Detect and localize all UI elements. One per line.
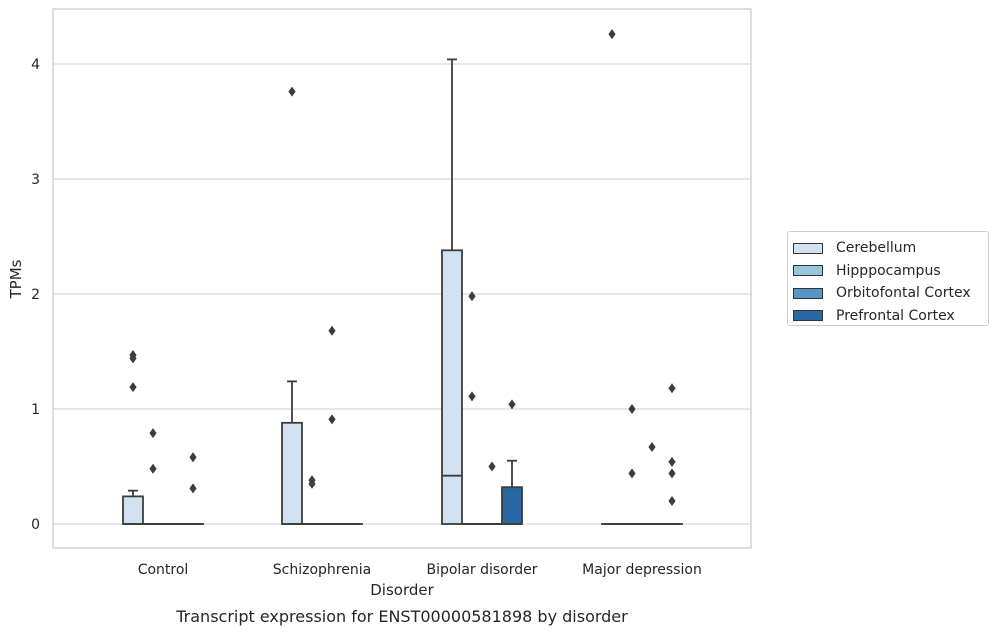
y-tick-label: 3 (31, 172, 40, 188)
x-tick-label: Major depression (582, 562, 702, 578)
y-tick-label: 1 (31, 402, 40, 418)
box (441, 249, 463, 525)
chart-title: Transcript expression for ENST0000058189… (175, 607, 628, 626)
x-tick-label: Schizophrenia (273, 562, 371, 578)
y-tick-label: 2 (31, 287, 40, 303)
outlier-point (308, 478, 316, 489)
legend-swatch-hippocampus (793, 265, 823, 277)
outlier-point (668, 383, 676, 394)
outlier-point (129, 382, 137, 393)
legend: Cerebellum Hipppocampus Orbitofontal Cor… (787, 231, 989, 326)
box (501, 486, 523, 525)
x-tick-label: Bipolar disorder (426, 562, 537, 578)
y-tick-label: 0 (31, 517, 40, 533)
outlier-point (508, 399, 516, 410)
outlier-point (328, 325, 336, 336)
outlier-point (628, 468, 636, 479)
outlier-point (668, 496, 676, 506)
plot-frame (52, 8, 752, 549)
legend-label: Prefrontal Cortex (836, 307, 955, 324)
legend-label: Orbitofontal Cortex (836, 285, 971, 302)
legend-swatch-orbitofrontal (793, 287, 823, 299)
y-axis-label: TPMs (7, 259, 25, 299)
outlier-point (468, 291, 476, 302)
x-tick-label: Control (138, 562, 189, 578)
outlier-point (608, 29, 616, 40)
legend-label: Hipppocampus (836, 262, 941, 279)
outlier-point (668, 468, 676, 479)
outlier-point (149, 428, 157, 439)
outlier-point (328, 414, 336, 425)
legend-item-cerebellum: Cerebellum (793, 237, 988, 260)
outlier-point (149, 463, 157, 474)
outlier-point (488, 461, 496, 472)
outlier-point (129, 353, 137, 364)
legend-label: Cerebellum (836, 240, 917, 257)
legend-item-prefrontal: Prefrontal Cortex (793, 305, 988, 328)
x-axis-label: Disorder (370, 581, 434, 599)
legend-swatch-prefrontal (793, 310, 823, 322)
outlier-point (628, 404, 636, 414)
box (122, 495, 144, 525)
legend-item-hippocampus: Hipppocampus (793, 260, 988, 283)
legend-item-orbitofrontal: Orbitofontal Cortex (793, 282, 988, 305)
outlier-point (189, 483, 197, 494)
outlier-point (288, 86, 296, 97)
outlier-point (648, 441, 656, 452)
y-tick-label: 4 (31, 57, 40, 73)
box (281, 421, 303, 525)
outlier-point (468, 391, 476, 402)
outlier-point (189, 452, 197, 463)
outlier-point (668, 456, 676, 467)
legend-swatch-cerebellum (793, 242, 823, 254)
